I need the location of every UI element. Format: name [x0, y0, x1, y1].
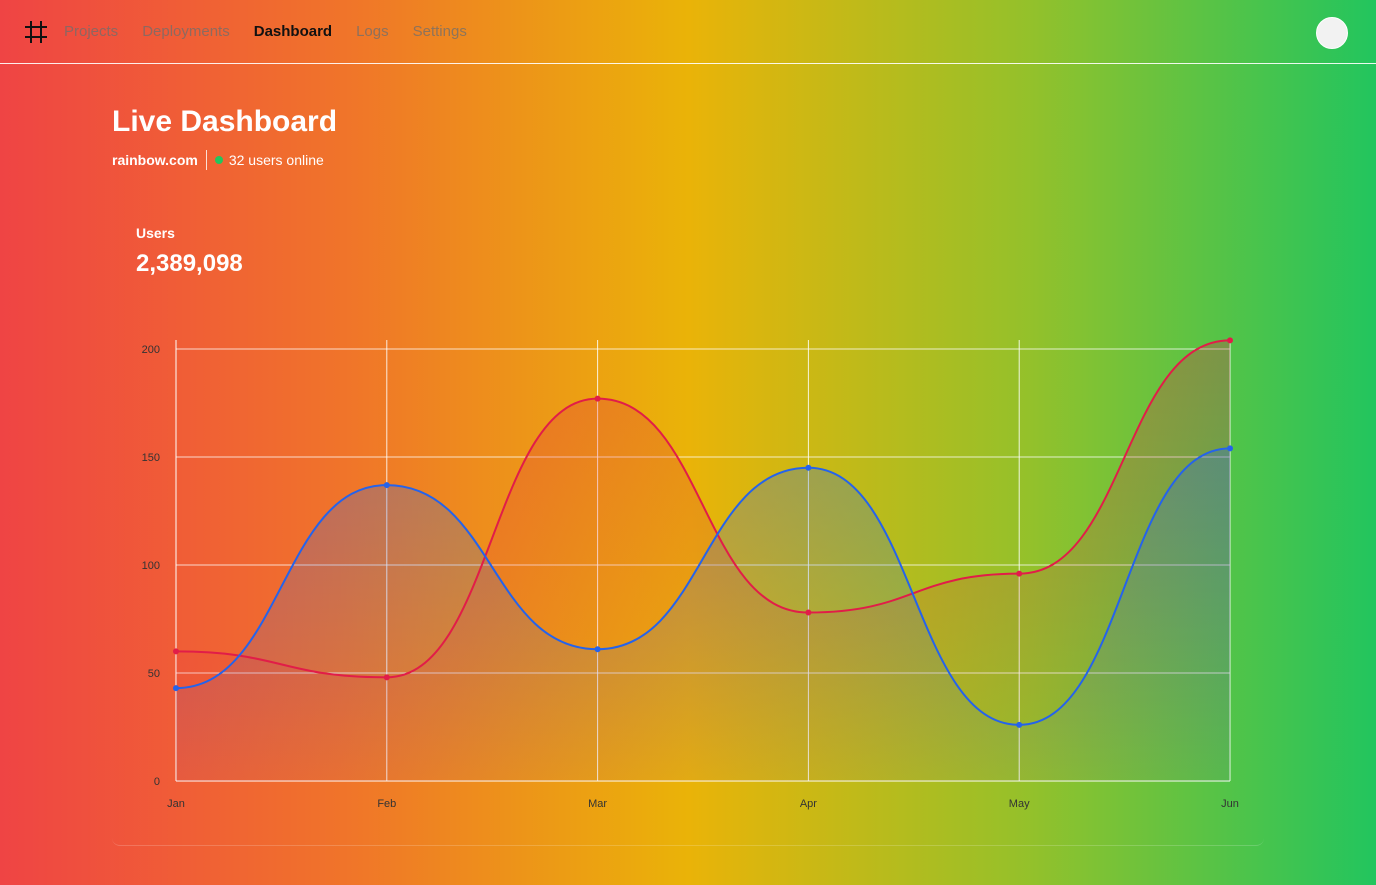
- x-tick-label: May: [1009, 798, 1030, 810]
- nav-settings[interactable]: Settings: [412, 23, 467, 40]
- x-tick-label: Mar: [588, 798, 607, 810]
- y-tick-label: 50: [148, 668, 160, 680]
- x-tick-label: Apr: [800, 798, 817, 810]
- nav-deployments[interactable]: Deployments: [142, 23, 230, 40]
- nav-dashboard[interactable]: Dashboard: [253, 23, 333, 40]
- series-point-0: [805, 609, 812, 616]
- nav-projects[interactable]: Projects: [64, 23, 119, 40]
- series-point-0: [594, 395, 601, 402]
- nav-logs[interactable]: Logs: [356, 23, 389, 40]
- series-point-1: [383, 482, 390, 489]
- y-tick-label: 0: [154, 776, 160, 788]
- page-header: Live Dashboard rainbow.com 32 users onli…: [112, 104, 337, 170]
- main-nav: Projects Deployments Dashboard Logs Sett…: [64, 22, 467, 42]
- series-line-1: [175, 447, 1231, 726]
- series-point-1: [594, 646, 601, 653]
- series-point-0: [1227, 337, 1233, 344]
- stat-value: 2,389,098: [136, 250, 243, 277]
- series-point-1: [1227, 445, 1233, 452]
- y-tick-label: 100: [142, 560, 160, 572]
- users-area-chart: 0 50 100 150 200 Jan Feb Mar Apr May Jun: [142, 337, 1239, 810]
- top-navigation-bar: Projects Deployments Dashboard Logs Sett…: [0, 0, 1376, 64]
- page-title: Live Dashboard: [112, 105, 338, 138]
- x-tick-label: Feb: [377, 798, 396, 810]
- y-tick-label: 200: [142, 344, 160, 356]
- stat-label: Users: [136, 225, 175, 241]
- hash-logo-icon[interactable]: [24, 20, 48, 44]
- series-point-1: [805, 464, 812, 471]
- x-tick-label: Jan: [167, 798, 185, 810]
- series-point-1: [173, 685, 179, 692]
- users-chart-card: Users 2,389,098 0 50 100 150 200 Jan Feb Mar Apr…: [112, 200, 1264, 846]
- online-status-dot: [214, 156, 223, 164]
- series-point-1: [1016, 721, 1023, 728]
- site-domain[interactable]: rainbow.com: [112, 152, 198, 168]
- x-tick-label: Jun: [1221, 798, 1239, 810]
- y-tick-label: 150: [142, 452, 160, 464]
- avatar[interactable]: [1316, 17, 1348, 49]
- page-subtitle-row: rainbow.com 32 users online: [112, 150, 337, 170]
- divider: [205, 150, 207, 170]
- series-point-0: [1016, 570, 1023, 577]
- online-users-count: 32 users online: [228, 152, 324, 168]
- series-point-0: [173, 648, 179, 655]
- series-point-0: [383, 674, 390, 681]
